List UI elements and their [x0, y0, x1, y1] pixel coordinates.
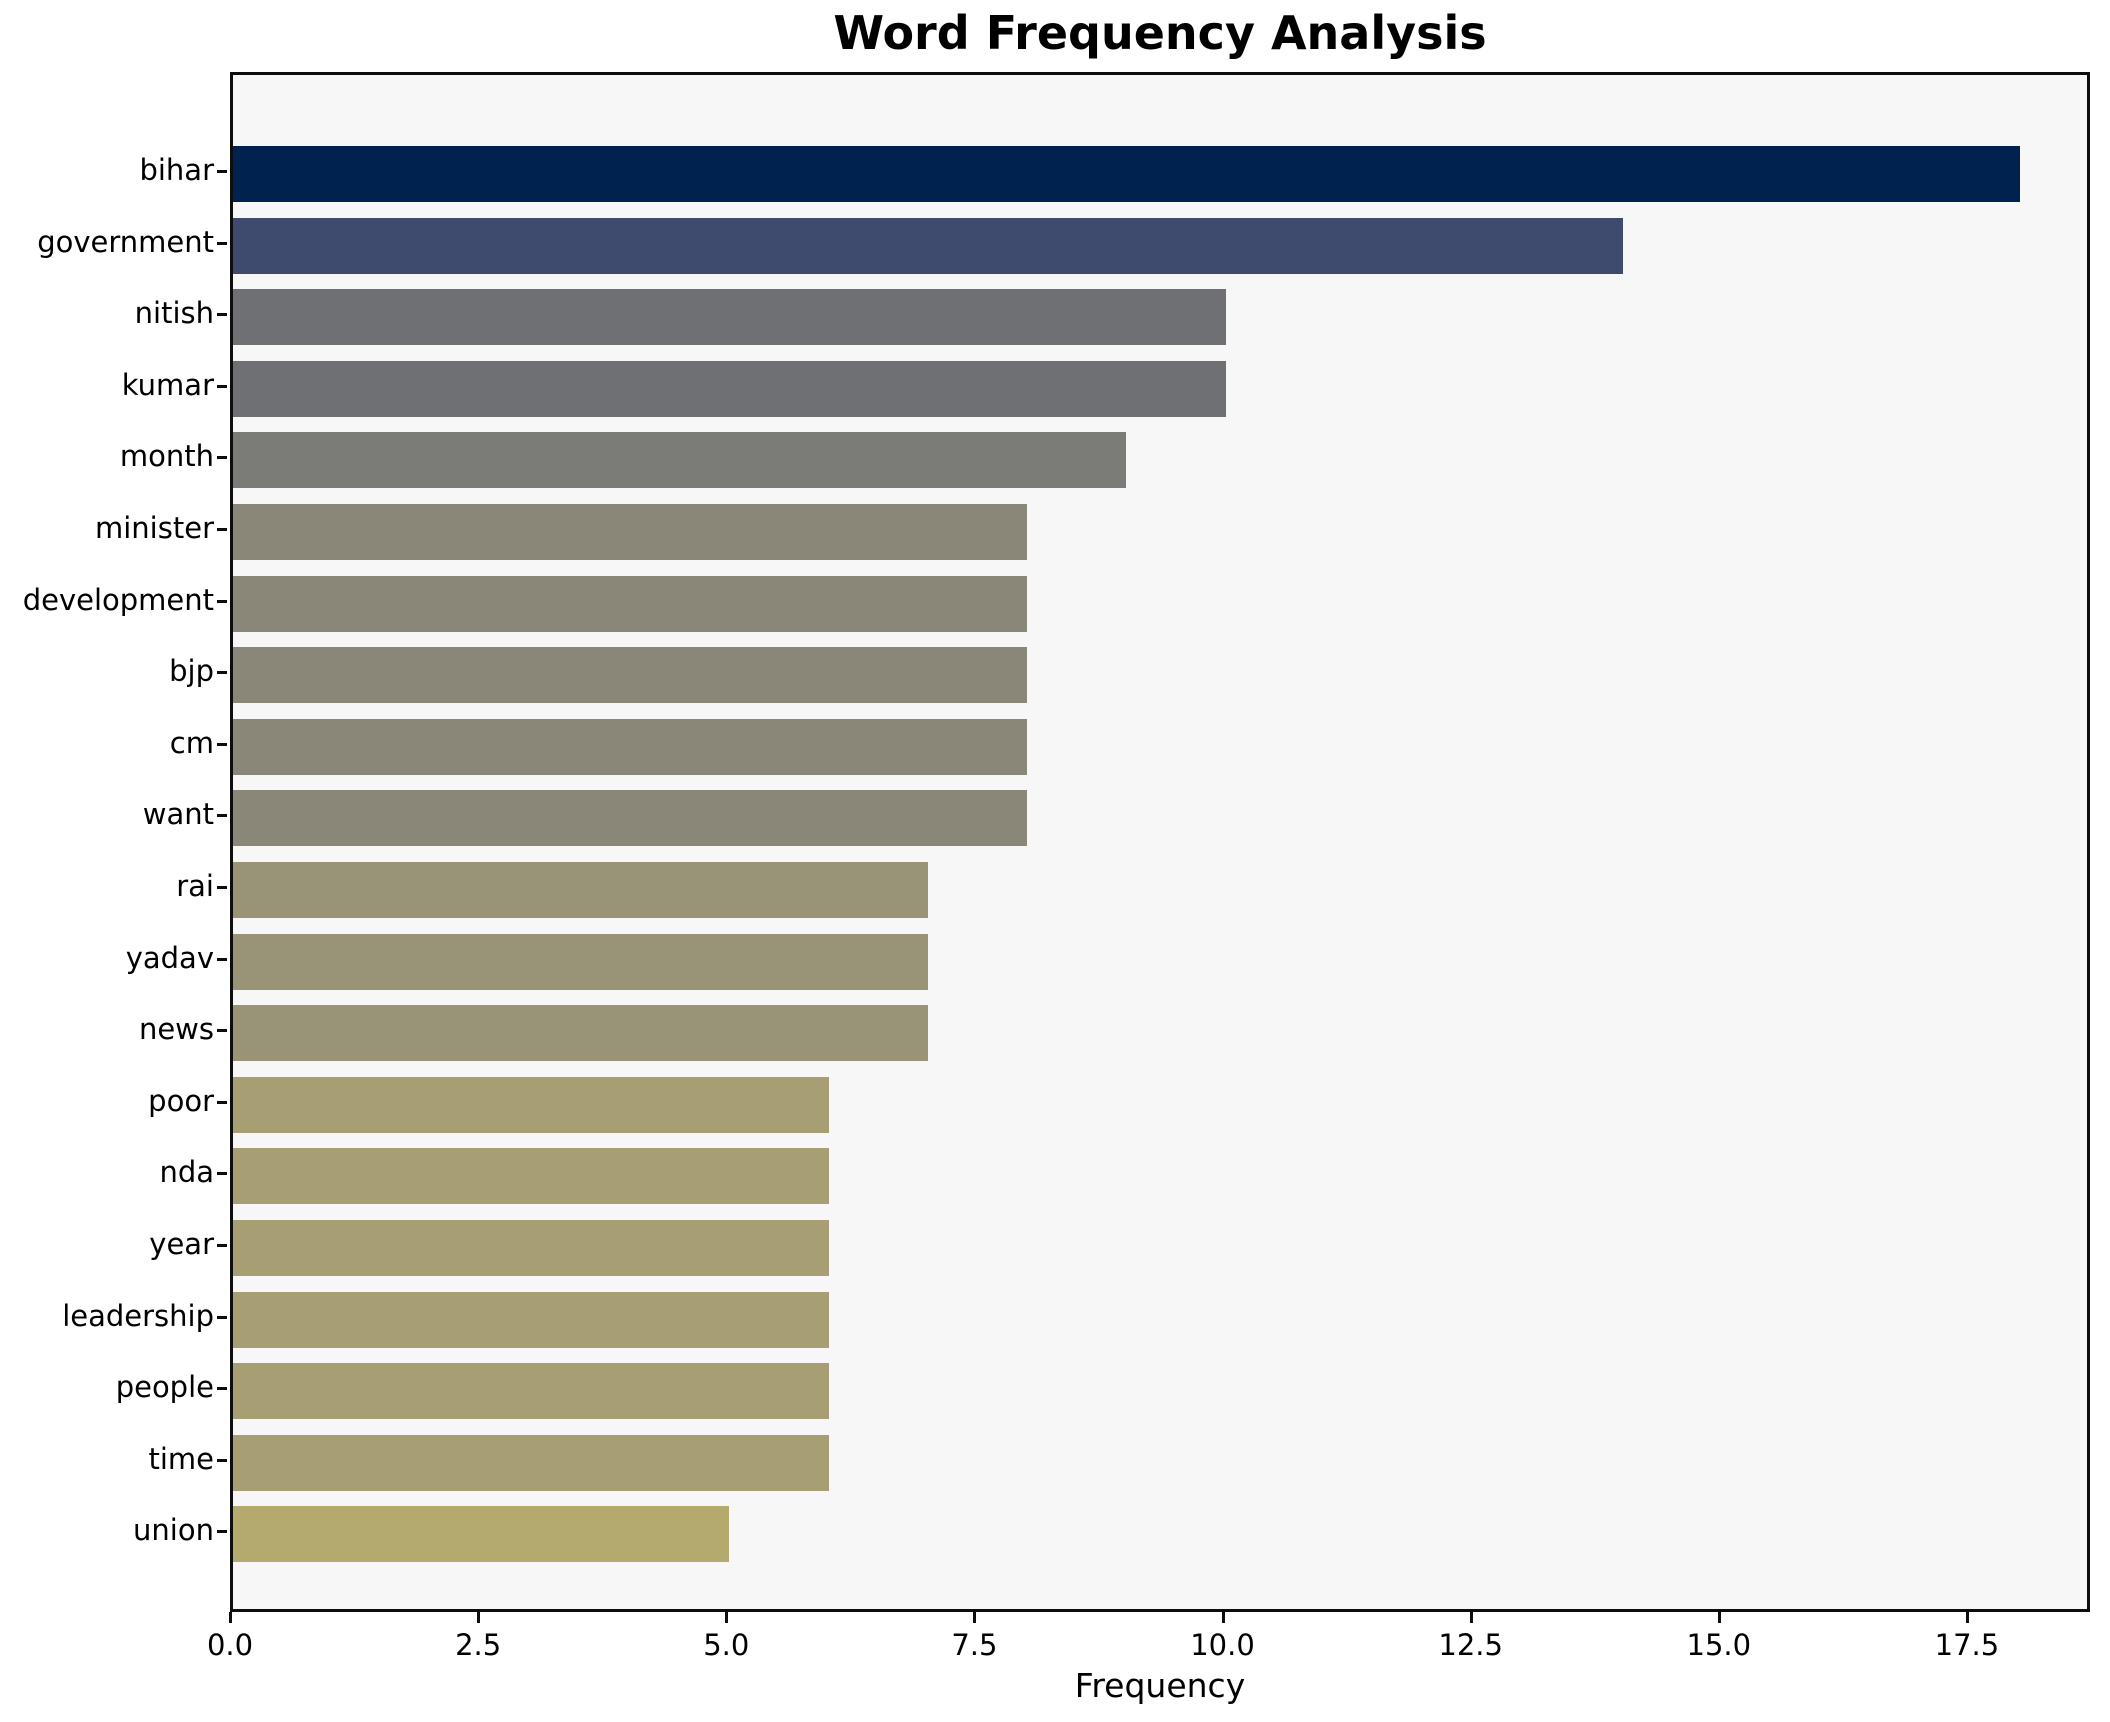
- y-tick-label: year: [149, 1227, 214, 1261]
- y-tick-label: nitish: [134, 296, 214, 331]
- y-tick-label: yadav: [125, 940, 214, 975]
- bar-yadav: [233, 933, 928, 990]
- y-tick-label: time: [148, 1441, 214, 1476]
- x-tick-mark: [477, 1612, 481, 1623]
- x-tick-label: 12.5: [1438, 1628, 1503, 1662]
- bar-leadership: [233, 1291, 829, 1348]
- x-tick-mark: [229, 1612, 232, 1623]
- x-tick-mark: [1221, 1612, 1225, 1623]
- y-tick-mark: [217, 957, 227, 961]
- y-tick-mark: [217, 241, 227, 245]
- x-tick-label: 7.5: [951, 1628, 998, 1662]
- x-axis-label: Frequency: [1074, 1666, 1246, 1705]
- x-tick-mark: [1469, 1612, 1473, 1623]
- y-tick-mark: [217, 1387, 227, 1391]
- y-tick-label: minister: [95, 511, 214, 545]
- bar-union: [233, 1506, 730, 1563]
- y-tick-label: people: [115, 1370, 214, 1405]
- y-tick-label: poor: [148, 1083, 214, 1118]
- x-tick-label: 17.5: [1934, 1628, 2000, 1662]
- y-tick-mark: [217, 886, 227, 889]
- y-tick-mark: [217, 1530, 227, 1534]
- y-tick-mark: [217, 599, 227, 603]
- x-tick-mark: [973, 1612, 977, 1623]
- y-tick-label: union: [133, 1513, 214, 1548]
- bar-people: [233, 1363, 829, 1420]
- plot-area: [230, 72, 2090, 1612]
- y-tick-mark: [217, 1029, 227, 1033]
- y-tick-mark: [217, 1458, 227, 1462]
- chart-title: Word Frequency Analysis: [833, 6, 1487, 60]
- bar-development: [233, 575, 1028, 632]
- x-tick-label: 10.0: [1190, 1628, 1255, 1662]
- bar-want: [233, 790, 1028, 847]
- bar-minister: [233, 504, 1028, 560]
- bar-cm: [233, 718, 1028, 775]
- y-tick-label: rai: [176, 869, 214, 903]
- bar-bjp: [233, 647, 1028, 704]
- y-tick-label: leadership: [62, 1298, 214, 1333]
- y-tick-mark: [217, 671, 227, 675]
- bar-rai: [233, 862, 928, 918]
- x-tick-mark: [725, 1612, 729, 1623]
- x-tick-label: 0.0: [206, 1628, 254, 1662]
- y-tick-label: news: [138, 1012, 214, 1047]
- y-tick-mark: [217, 528, 227, 531]
- bar-poor: [233, 1076, 829, 1133]
- x-tick-mark: [1717, 1612, 1721, 1623]
- y-tick-label: bihar: [139, 153, 214, 187]
- y-tick-mark: [217, 456, 227, 460]
- x-tick-label: 5.0: [703, 1628, 750, 1662]
- y-tick-label: government: [37, 224, 214, 259]
- y-tick-label: nda: [159, 1155, 214, 1190]
- y-tick-mark: [217, 384, 227, 388]
- bar-nda: [233, 1148, 829, 1205]
- bar-bihar: [233, 146, 2020, 202]
- y-tick-label: cm: [169, 725, 214, 760]
- x-tick-label: 15.0: [1686, 1628, 1752, 1662]
- bar-year: [233, 1220, 829, 1276]
- x-tick-label: 2.5: [455, 1628, 502, 1662]
- y-tick-label: want: [142, 797, 214, 832]
- y-tick-mark: [217, 1315, 227, 1319]
- y-tick-mark: [217, 170, 227, 173]
- bar-time: [233, 1434, 829, 1491]
- bar-government: [233, 217, 1623, 274]
- y-tick-mark: [217, 742, 227, 746]
- y-tick-label: bjp: [169, 654, 214, 689]
- y-tick-mark: [217, 1244, 227, 1247]
- y-tick-label: kumar: [121, 367, 214, 402]
- y-tick-mark: [217, 1100, 227, 1104]
- y-tick-mark: [217, 1172, 227, 1176]
- x-tick-mark: [1965, 1612, 1969, 1623]
- bar-news: [233, 1005, 928, 1062]
- bar-kumar: [233, 360, 1226, 417]
- bar-nitish: [233, 289, 1226, 346]
- y-tick-label: month: [119, 439, 214, 474]
- y-tick-label: development: [22, 582, 214, 617]
- bar-month: [233, 432, 1127, 489]
- y-tick-mark: [217, 814, 227, 818]
- y-tick-mark: [217, 313, 227, 317]
